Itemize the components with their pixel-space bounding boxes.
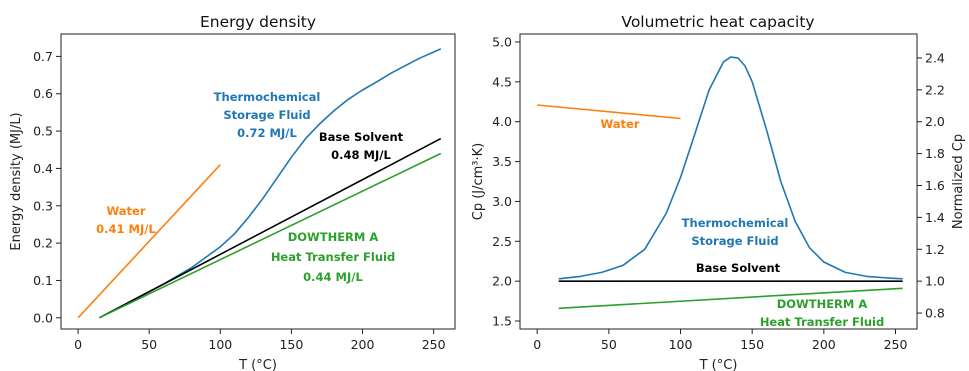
y-tick-label: 2.0 bbox=[492, 274, 512, 289]
x-tick-label: 0 bbox=[74, 337, 82, 352]
y-tick-label: 4.5 bbox=[492, 74, 512, 89]
plot-frame bbox=[519, 33, 918, 330]
x-tick-label: 100 bbox=[208, 337, 232, 352]
y-tick-label: 3.5 bbox=[492, 154, 512, 169]
y-right-tick-label: 1.4 bbox=[925, 210, 945, 225]
y-right-tick-label: 2.0 bbox=[925, 114, 945, 129]
annotation-thermochemical: Thermochemical bbox=[214, 90, 321, 104]
y-right-tick-label: 2.4 bbox=[925, 50, 945, 65]
annotation-water: Water bbox=[600, 117, 639, 131]
y-tick-label: 3.0 bbox=[492, 194, 512, 209]
series-line-water bbox=[537, 104, 681, 120]
x-tick-label: 50 bbox=[601, 337, 617, 352]
annotation-dowtherm: Heat Transfer Fluid bbox=[271, 250, 395, 264]
y-tick-label: 0.3 bbox=[33, 198, 53, 213]
series-line-dowtherm bbox=[99, 152, 442, 319]
y-right-tick-label: 1.6 bbox=[925, 178, 945, 193]
annotation-dowtherm: DOWTHERM A bbox=[288, 230, 379, 244]
annotation-thermochemical: Storage Fluid bbox=[223, 108, 310, 122]
y-axis-label: Energy density (MJ/L) bbox=[9, 112, 24, 250]
chart-title: Energy density bbox=[200, 13, 316, 31]
y-right-tick-label: 1.0 bbox=[925, 274, 945, 289]
y-right-axis-label: Normalized Cp bbox=[951, 134, 966, 229]
series-line-dowtherm bbox=[558, 287, 903, 310]
annotation-base_solvent: Base Solvent bbox=[319, 130, 404, 144]
x-tick-label: 200 bbox=[351, 337, 375, 352]
series-line-base_solvent bbox=[99, 137, 442, 319]
annotation-water: 0.41 MJ/L bbox=[96, 222, 156, 236]
annotation-dowtherm: 0.44 MJ/L bbox=[303, 270, 363, 284]
annotation-dowtherm: DOWTHERM A bbox=[777, 297, 868, 311]
y-tick-label: 1.5 bbox=[492, 314, 512, 329]
annotation-thermochemical: 0.72 MJ/L bbox=[237, 126, 297, 140]
series-line-thermochemical bbox=[558, 56, 903, 280]
series-line-thermochemical bbox=[99, 48, 442, 319]
series-line-water bbox=[77, 164, 221, 319]
y-right-tick-label: 0.8 bbox=[925, 306, 945, 321]
energy-density-panel: Energy density 0 50 100 150 200 250 0.0 0.1 0.2 0.… bbox=[9, 13, 456, 371]
y-right-tick-label: 1.2 bbox=[925, 242, 945, 257]
x-axis-label: T (°C) bbox=[238, 358, 277, 371]
y-tick-label: 2.5 bbox=[492, 234, 512, 249]
y-tick-label: 0.4 bbox=[33, 161, 53, 176]
x-tick-label: 50 bbox=[141, 337, 157, 352]
y-axis-label: Cp (J/cm³·K) bbox=[471, 143, 486, 221]
y-right-tick-label: 1.8 bbox=[925, 146, 945, 161]
y-tick-label: 0.0 bbox=[33, 310, 53, 325]
annotation-dowtherm: Heat Transfer Fluid bbox=[760, 315, 884, 329]
annotation-base_solvent: Base Solvent bbox=[696, 261, 781, 275]
y-tick-label: 5.0 bbox=[492, 34, 512, 49]
x-tick-label: 250 bbox=[884, 337, 908, 352]
heat-capacity-panel: Volumetric heat capacity 0 50 100 150 200 250 1… bbox=[471, 13, 966, 371]
y-tick-label: 0.6 bbox=[33, 86, 53, 101]
x-tick-label: 100 bbox=[669, 337, 693, 352]
y-tick-label: 0.1 bbox=[33, 273, 53, 288]
x-tick-label: 150 bbox=[740, 337, 764, 352]
x-tick-label: 200 bbox=[812, 337, 836, 352]
chart-title: Volumetric heat capacity bbox=[621, 13, 814, 31]
plot-frame bbox=[60, 33, 456, 330]
y-right-tick-label: 2.2 bbox=[925, 82, 945, 97]
annotation-thermochemical: Thermochemical bbox=[682, 216, 789, 230]
y-tick-label: 0.5 bbox=[33, 124, 53, 139]
y-tick-label: 4.0 bbox=[492, 114, 512, 129]
x-tick-label: 150 bbox=[279, 337, 303, 352]
annotation-water: Water bbox=[106, 204, 145, 218]
annotation-base_solvent: 0.48 MJ/L bbox=[331, 148, 391, 162]
x-tick-label: 0 bbox=[533, 337, 541, 352]
y-tick-label: 0.2 bbox=[33, 236, 53, 251]
annotation-thermochemical: Storage Fluid bbox=[691, 234, 778, 248]
x-axis-label: T (°C) bbox=[699, 358, 738, 371]
x-tick-label: 250 bbox=[422, 337, 446, 352]
y-tick-label: 0.7 bbox=[33, 49, 53, 64]
